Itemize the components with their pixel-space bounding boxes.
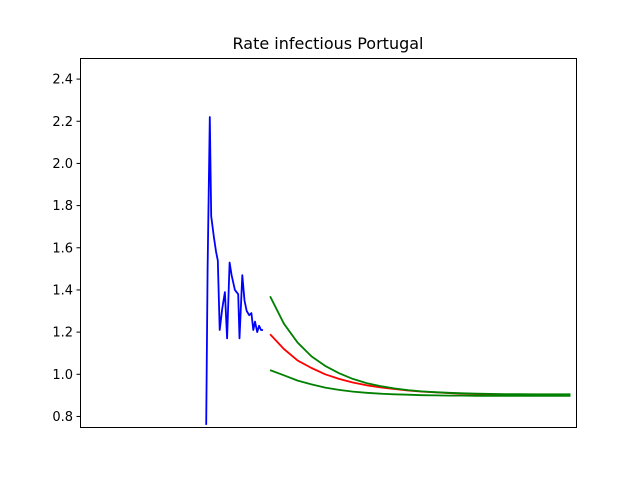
y-tick-label: 2.0: [52, 157, 73, 172]
y-axis-ticks: 0.8 1.0 1.2 1.4 1.6 1.8 2.0 2.2 2.4: [52, 73, 80, 425]
y-tick-label: 2.4: [52, 73, 73, 88]
series-line-1: [205, 116, 263, 425]
y-tick-label: 1.2: [52, 326, 73, 341]
series-line-4: [269, 369, 571, 397]
y-tick-label: 1.6: [52, 241, 73, 256]
y-tick-label: 1.0: [52, 368, 73, 383]
y-tick-label: 0.8: [52, 410, 73, 425]
chart-title: Rate infectious Portugal: [233, 34, 424, 53]
series-line-3: [269, 295, 571, 396]
series-layer: [205, 116, 571, 425]
plot-area-frame: [80, 58, 577, 428]
y-tick-label: 2.2: [52, 115, 73, 130]
y-tick-label: 1.8: [52, 199, 73, 214]
y-tick-label: 1.4: [52, 283, 73, 298]
